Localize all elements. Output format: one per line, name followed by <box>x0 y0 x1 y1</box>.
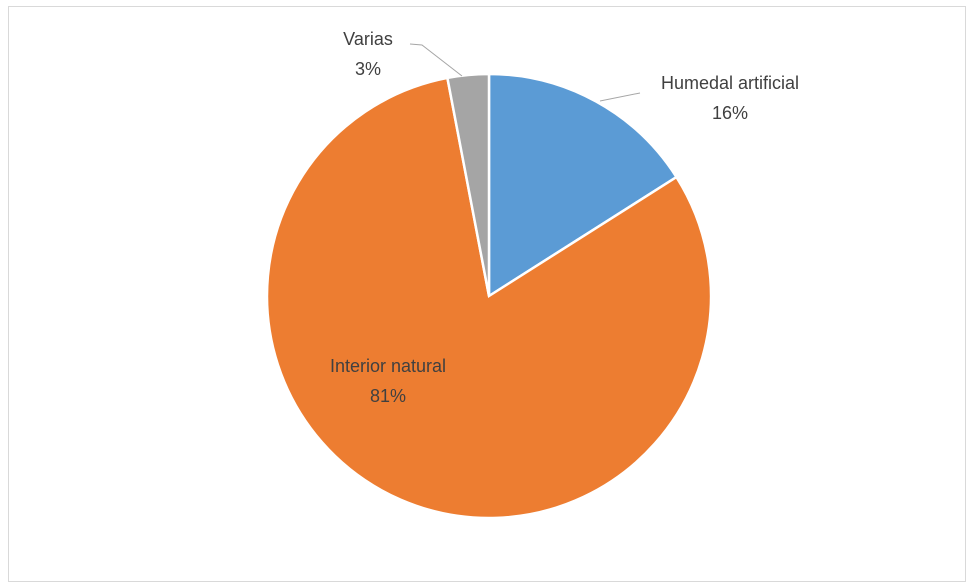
slice-value-label: 16% <box>712 103 748 123</box>
pie-slice <box>487 72 679 299</box>
slice-value-label: 81% <box>370 386 406 406</box>
slice-label: Varias <box>343 29 393 49</box>
pie-slice <box>445 72 491 297</box>
slice-label: Interior natural <box>330 356 446 376</box>
pie-slice <box>265 76 713 520</box>
leader-line <box>599 92 641 102</box>
slice-value-label: 3% <box>355 59 381 79</box>
leader-line <box>409 43 463 77</box>
slice-label: Humedal artificial <box>661 73 799 93</box>
